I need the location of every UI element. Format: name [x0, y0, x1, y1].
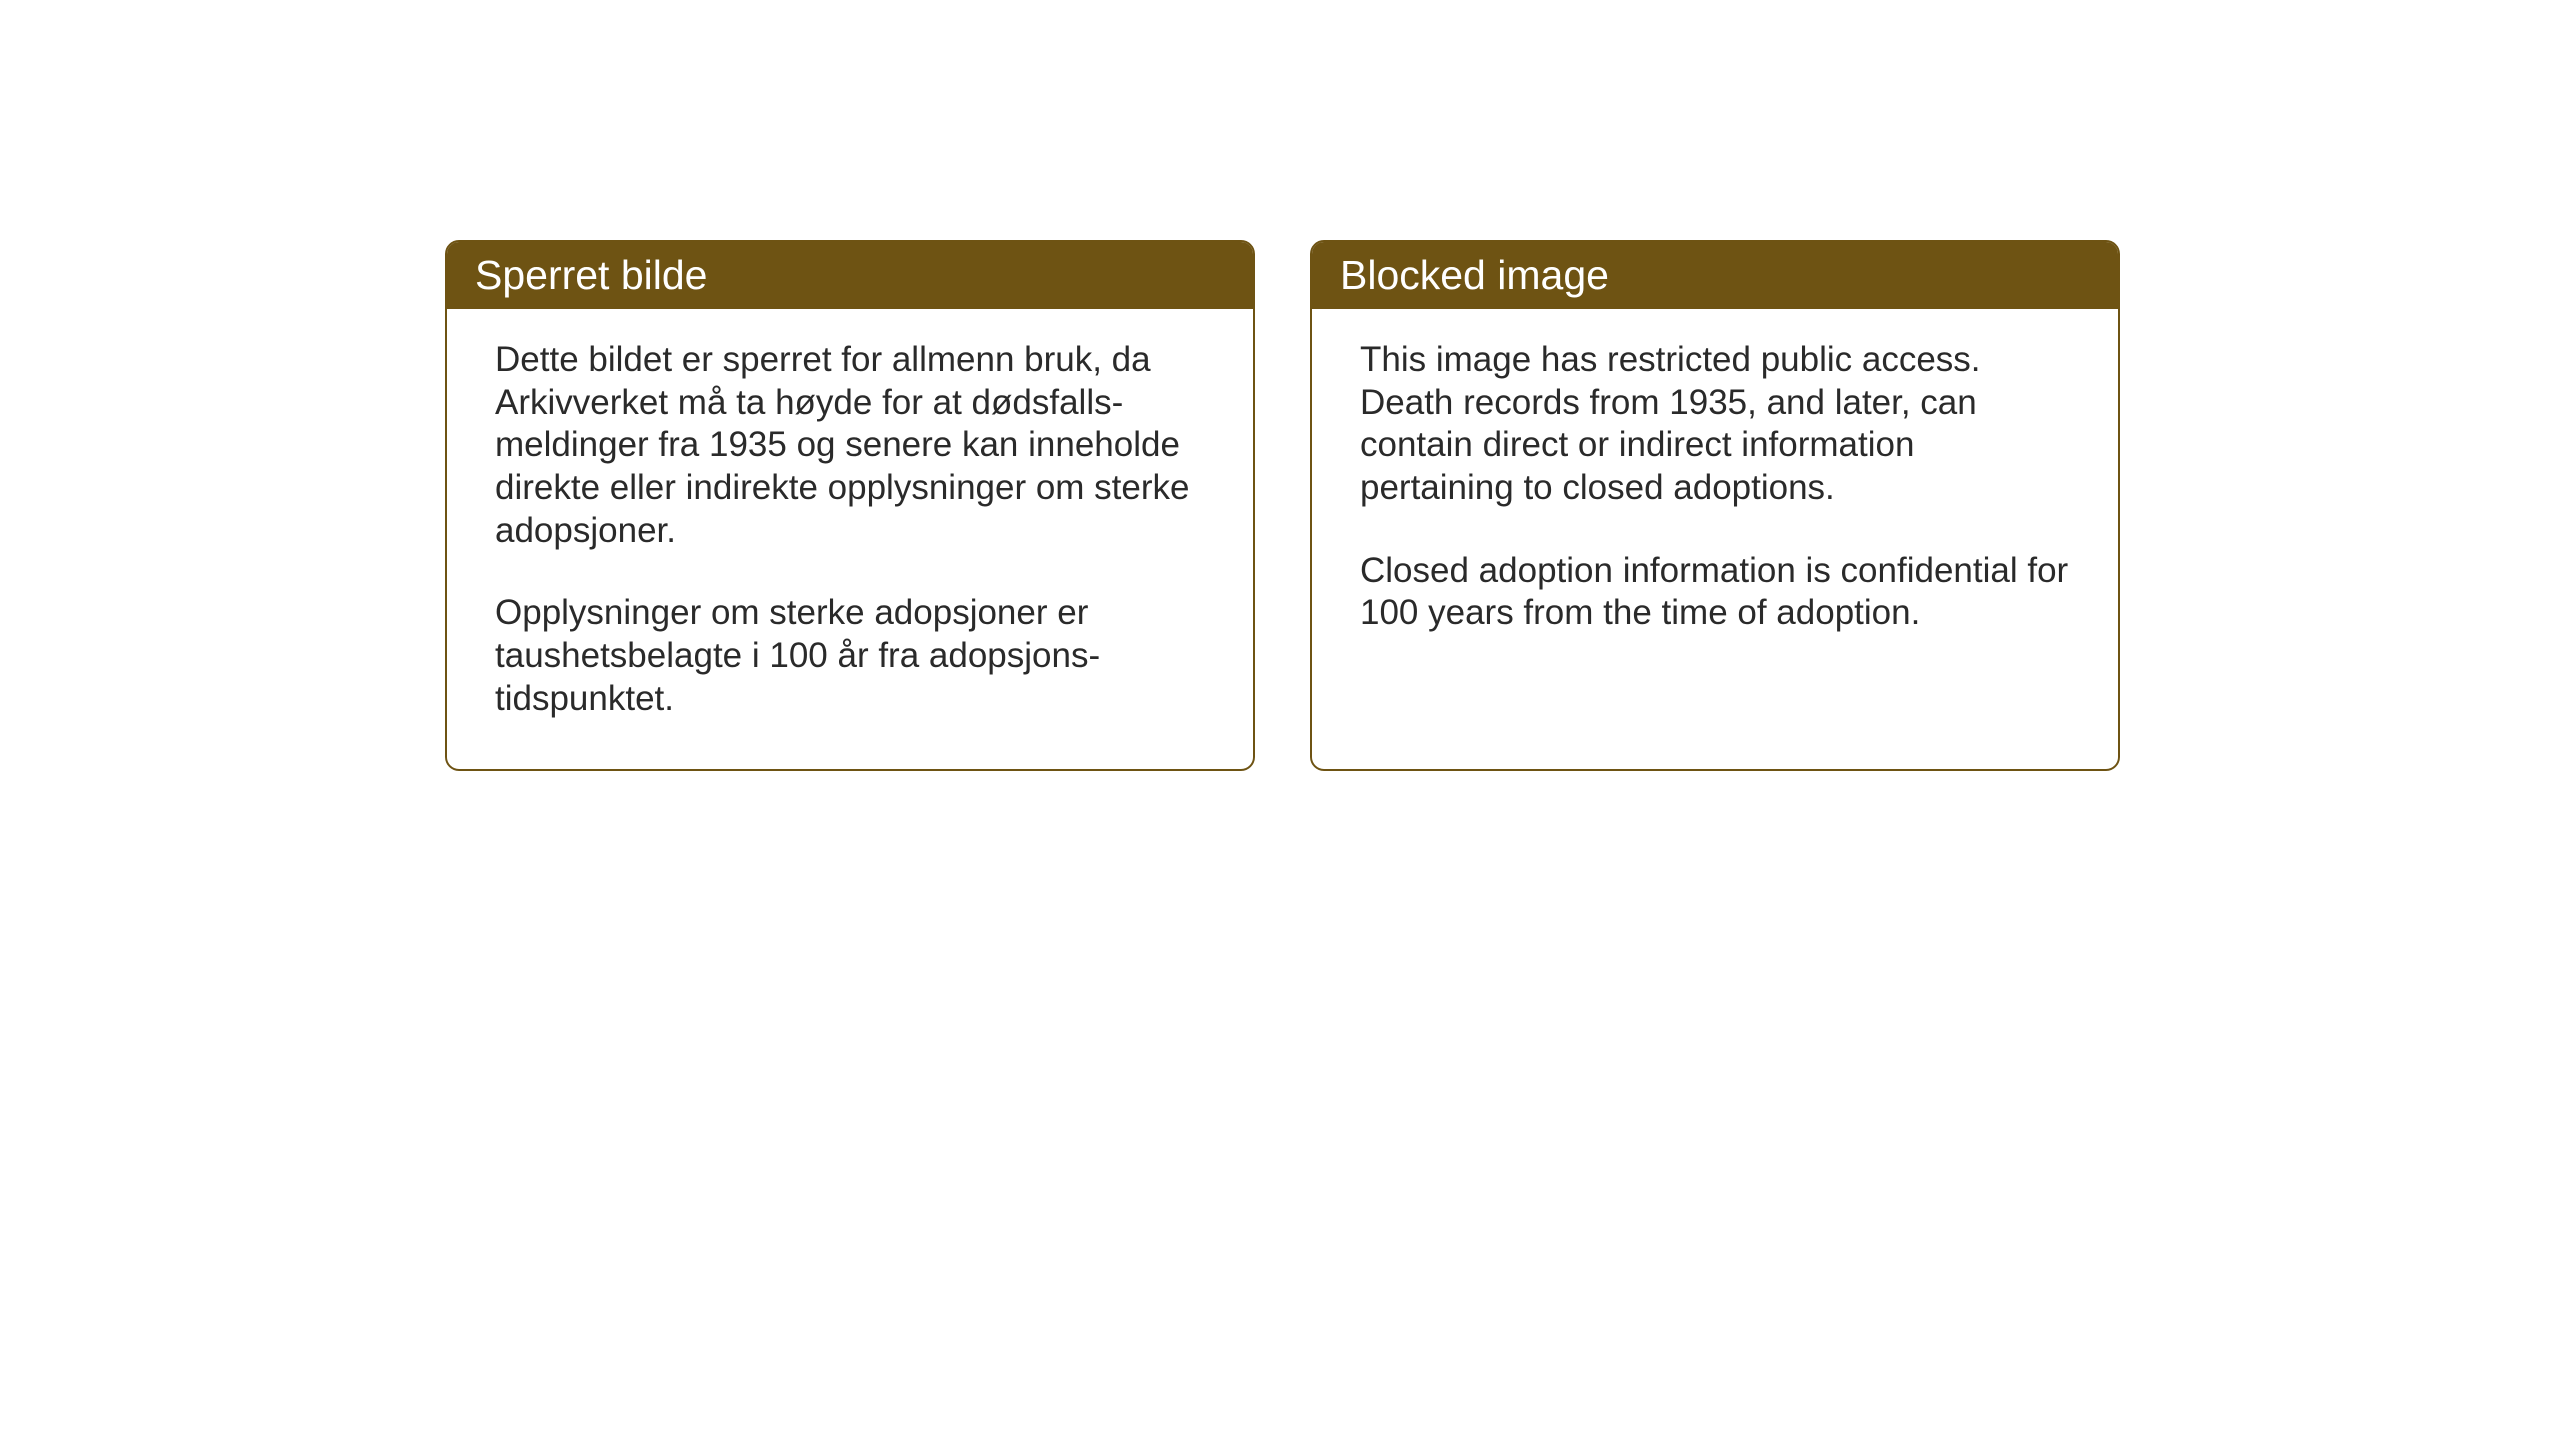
notice-body-norwegian: Dette bildet er sperret for allmenn bruk… — [447, 309, 1253, 769]
notice-title-norwegian: Sperret bilde — [447, 242, 1253, 309]
notice-container: Sperret bilde Dette bildet er sperret fo… — [445, 240, 2120, 771]
notice-card-english: Blocked image This image has restricted … — [1310, 240, 2120, 771]
notice-body-english: This image has restricted public access.… — [1312, 309, 2118, 749]
notice-paragraph-2-norwegian: Opplysninger om sterke adopsjoner er tau… — [495, 592, 1205, 720]
notice-paragraph-1-norwegian: Dette bildet er sperret for allmenn bruk… — [495, 339, 1205, 552]
notice-card-norwegian: Sperret bilde Dette bildet er sperret fo… — [445, 240, 1255, 771]
notice-paragraph-1-english: This image has restricted public access.… — [1360, 339, 2070, 510]
notice-paragraph-2-english: Closed adoption information is confident… — [1360, 550, 2070, 635]
notice-title-english: Blocked image — [1312, 242, 2118, 309]
